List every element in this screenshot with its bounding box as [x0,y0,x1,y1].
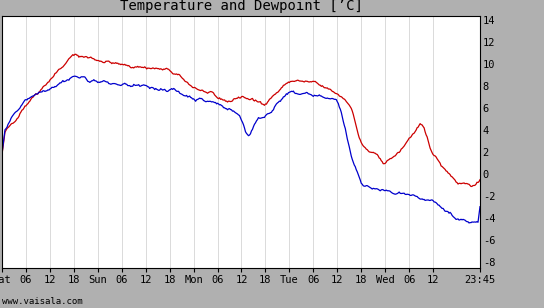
Text: -2: -2 [483,192,495,202]
Text: 8: 8 [483,82,489,92]
Text: 10: 10 [483,60,495,70]
Text: www.vaisala.com: www.vaisala.com [2,298,83,306]
Text: -6: -6 [483,236,495,245]
Text: -8: -8 [483,257,495,268]
Text: 4: 4 [483,126,489,136]
Text: 6: 6 [483,104,489,114]
Text: 0: 0 [483,170,489,180]
Text: -4: -4 [483,214,495,224]
Text: 14: 14 [483,17,495,26]
Text: 2: 2 [483,148,489,158]
Text: Temperature and Dewpoint [’C]: Temperature and Dewpoint [’C] [120,0,362,13]
Text: 12: 12 [483,38,495,48]
